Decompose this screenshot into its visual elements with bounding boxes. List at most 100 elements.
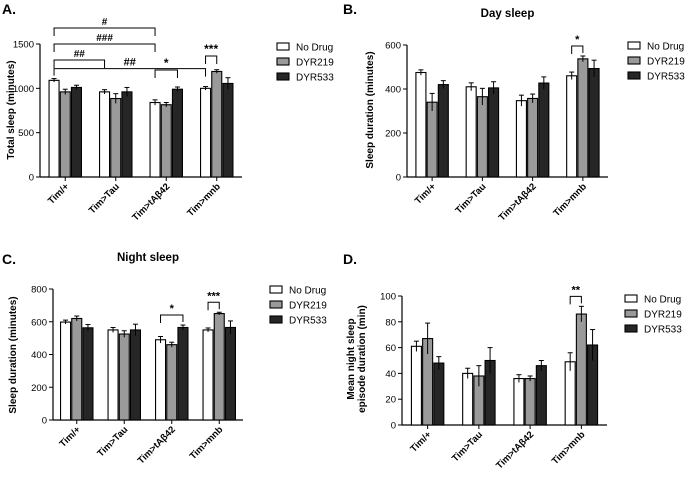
y-axis-label: Total sleep (minutes) — [6, 60, 17, 159]
legend-swatch-dyr533 — [269, 315, 283, 324]
legend-label-dyr219: DYR219 — [644, 310, 682, 321]
y-axis-label-line: episode duration (min) — [357, 305, 368, 413]
bar-dyr533-tim-mnb — [222, 82, 234, 178]
bar-no-drug-tim-plus — [48, 79, 60, 178]
y-tick-label: 40 — [385, 369, 396, 380]
y-tick-label: 600 — [385, 41, 401, 52]
bar-no-drug-tim-tau — [465, 86, 477, 178]
y-tick-label: 200 — [385, 129, 401, 140]
panel-letter-a: A. — [2, 1, 16, 17]
bar-no-drug-tim-tab42 — [513, 378, 525, 426]
legend-swatch-dyr533 — [627, 71, 641, 80]
legend-swatch-dyr219 — [624, 309, 638, 318]
significance-label: ** — [571, 284, 580, 296]
y-tick-label: 1000 — [13, 84, 34, 95]
x-tick-label-tim-mnb: Tim>mnb — [185, 181, 223, 219]
panel-letter-b: B. — [343, 1, 357, 17]
significance-bracket — [205, 55, 218, 64]
bar-no-drug-tim-mnb — [564, 361, 576, 426]
y-axis-label-line: Mean night sleep — [346, 318, 357, 399]
legend-label-dyr219: DYR219 — [296, 58, 334, 69]
significance-label: *** — [204, 42, 218, 56]
legend-swatch-dyr533 — [624, 324, 638, 333]
legend-label-dyr533: DYR533 — [296, 73, 334, 84]
y-tick-label: 0 — [391, 421, 396, 432]
y-axis-label-line: Sleep duration (minutes) — [8, 296, 19, 413]
bar-dyr219-tim-plus — [71, 317, 83, 421]
bar-no-drug-tim-tab42 — [155, 339, 167, 421]
significance-label: ### — [96, 33, 113, 44]
y-tick-label: 0 — [396, 173, 401, 184]
y-tick-label: 500 — [18, 128, 34, 139]
significance-bracket — [53, 59, 106, 68]
y-tick-label: 800 — [31, 285, 47, 296]
bar-dyr533-tim-tab42 — [177, 326, 189, 421]
y-axis-label: Mean night sleepepisode duration (min) — [346, 305, 368, 413]
x-tick-label-tim-plus: Tim/+ — [57, 424, 83, 450]
bar-no-drug-tim-plus — [415, 71, 427, 178]
y-axis-label: Sleep duration (minutes) — [365, 51, 376, 168]
y-tick-label: 400 — [31, 350, 47, 361]
x-tick-label-tim-plus: Tim/+ — [408, 429, 434, 455]
bar-dyr219-tim-tau — [476, 96, 488, 178]
significance-label: ## — [124, 57, 136, 69]
x-tick-label-tim-tau: Tim>Tau — [454, 181, 489, 216]
bar-no-drug-tim-tau — [107, 329, 119, 421]
significance-label: ## — [74, 49, 86, 60]
legend-swatch-no-drug — [276, 42, 290, 51]
bar-dyr219-tim-tab42 — [166, 344, 178, 421]
bar-dyr533-tim-plus — [70, 86, 82, 178]
significance-label: * — [164, 56, 169, 70]
bar-dyr533-tim-tab42 — [535, 365, 547, 426]
x-tick-label-tim-tab42: Tim>tAβ42 — [497, 181, 539, 223]
bar-dyr219-tim-mnb — [213, 313, 225, 421]
legend-swatch-no-drug — [269, 285, 283, 294]
bar-dyr533-tim-tau — [488, 87, 500, 178]
bar-dyr533-tim-plus — [433, 362, 445, 426]
bar-dyr219-tim-tau — [110, 97, 122, 178]
bar-dyr219-tim-mnb — [211, 70, 223, 178]
legend-swatch-dyr219 — [627, 56, 641, 65]
significance-bracket — [154, 69, 178, 78]
bar-dyr219-tim-tab42 — [527, 97, 539, 178]
bar-dyr219-tim-tab42 — [524, 378, 536, 426]
y-axis-label: Sleep duration (minutes) — [8, 296, 19, 413]
bar-no-drug-tim-tau — [462, 372, 474, 426]
legend-label-dyr219: DYR219 — [647, 57, 685, 68]
bar-dyr533-tim-tab42 — [171, 88, 183, 178]
y-tick-label: 1500 — [13, 40, 34, 51]
bar-no-drug-tim-mnb — [200, 87, 212, 178]
y-tick-label: 600 — [31, 317, 47, 328]
legend-label-dyr533: DYR533 — [647, 72, 685, 83]
y-tick-label: 20 — [385, 395, 396, 406]
significance-bracket — [53, 43, 156, 52]
bar-no-drug-tim-tab42 — [515, 100, 527, 178]
bar-no-drug-tim-plus — [59, 321, 72, 421]
significance-bracket — [160, 314, 184, 324]
legend-label-no-drug: No Drug — [647, 42, 684, 53]
y-tick-label: 60 — [385, 343, 396, 354]
x-tick-label-tim-mnb: Tim>mnb — [188, 424, 226, 462]
bar-dyr533-tim-mnb — [588, 67, 600, 178]
y-tick-label: 100 — [380, 292, 396, 303]
x-tick-label-tim-mnb: Tim>mnb — [551, 181, 589, 219]
legend-label-no-drug: No Drug — [289, 286, 326, 297]
bar-dyr219-tim-tau — [118, 333, 130, 421]
bar-dyr533-tim-tab42 — [538, 82, 550, 178]
chart-title: Night sleep — [117, 252, 179, 264]
x-tick-label-tim-tab42: Tim>tAβ42 — [130, 181, 172, 223]
bar-no-drug-tim-tab42 — [149, 101, 161, 178]
bar-no-drug-tim-mnb — [202, 329, 214, 421]
legend-swatch-no-drug — [624, 294, 638, 303]
bar-dyr533-tim-tau — [121, 91, 133, 178]
bar-no-drug-tim-mnb — [566, 75, 578, 178]
bar-dyr533-tim-plus — [82, 327, 94, 421]
panel-letter-d: D. — [343, 251, 357, 267]
legend-label-no-drug: No Drug — [296, 43, 333, 54]
significance-bracket — [569, 295, 582, 305]
bar-dyr533-tim-tau — [129, 329, 141, 421]
bar-dyr219-tim-plus — [59, 91, 71, 178]
legend-label-no-drug: No Drug — [644, 295, 681, 306]
bar-no-drug-tim-plus — [410, 345, 422, 426]
